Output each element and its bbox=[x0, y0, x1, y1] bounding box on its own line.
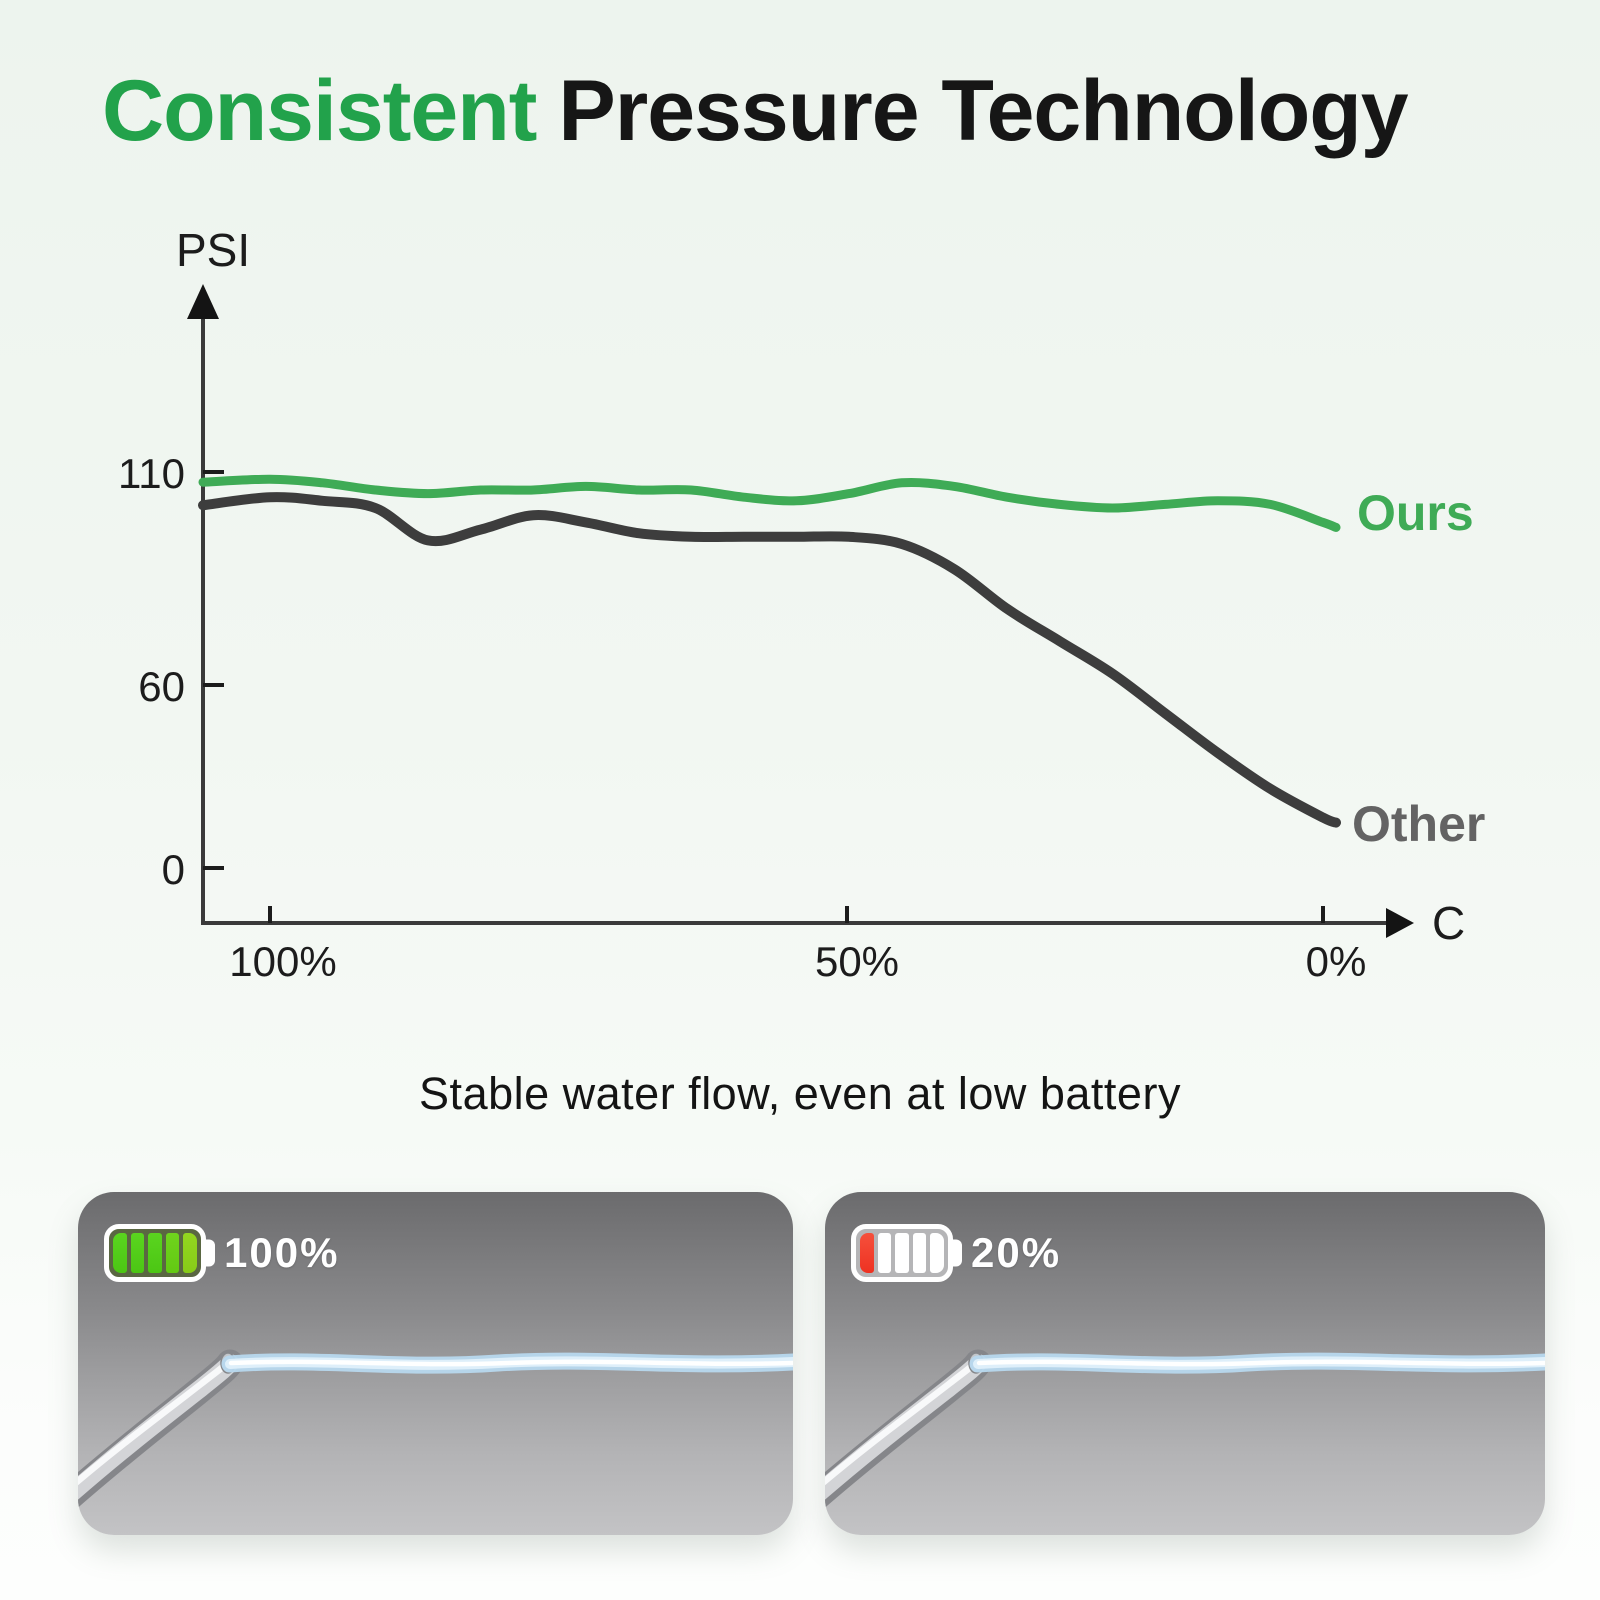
nozzle-tube-body bbox=[78, 1354, 239, 1500]
page-title: Consistent Pressure Technology bbox=[102, 62, 1409, 161]
pressure-line-chart: PSI C 110 60 0 100% 50% 0% Ours Other bbox=[118, 224, 1485, 985]
battery-cell bbox=[912, 1233, 927, 1273]
battery-percent-label: 20% bbox=[971, 1229, 1062, 1276]
battery-indicator-full: 100% bbox=[104, 1224, 339, 1282]
battery-cell bbox=[130, 1233, 145, 1273]
panel-low-battery: 20% bbox=[825, 1192, 1545, 1535]
title-rest: Pressure Technology bbox=[558, 63, 1408, 159]
battery-icon-low bbox=[851, 1224, 953, 1282]
x-tick-label-100: 100% bbox=[229, 938, 336, 985]
battery-cell bbox=[148, 1233, 162, 1273]
battery-cell bbox=[877, 1233, 892, 1273]
y-tick-label-110: 110 bbox=[118, 450, 185, 497]
y-tick-label-60: 60 bbox=[138, 663, 185, 710]
y-axis-title: PSI bbox=[176, 224, 250, 276]
battery-cell bbox=[895, 1233, 909, 1273]
title-highlight: Consistent bbox=[102, 63, 537, 159]
x-tick-label-0: 0% bbox=[1306, 938, 1367, 985]
x-axis-arrow-icon bbox=[1386, 908, 1414, 938]
x-tick-label-50: 50% bbox=[815, 938, 899, 985]
battery-icon-full bbox=[104, 1224, 206, 1282]
caption: Stable water flow, even at low battery bbox=[419, 1068, 1181, 1119]
nozzle-tube-highlight bbox=[78, 1357, 233, 1486]
battery-cell bbox=[113, 1233, 127, 1273]
y-axis-arrow-icon bbox=[187, 284, 219, 319]
battery-cell bbox=[860, 1233, 874, 1273]
water-jet-illustration bbox=[825, 1349, 1545, 1508]
water-jet-illustration bbox=[78, 1349, 793, 1508]
other-line bbox=[198, 492, 1341, 828]
nozzle-tube-body bbox=[825, 1354, 988, 1500]
water-jet-core bbox=[976, 1359, 1545, 1367]
legend-other: Other bbox=[1352, 796, 1485, 852]
battery-percent-label: 100% bbox=[224, 1229, 340, 1276]
water-jet-core bbox=[228, 1359, 793, 1367]
legend-ours: Ours bbox=[1357, 485, 1474, 541]
battery-indicator-low: 20% bbox=[851, 1224, 1061, 1282]
nozzle-tube-highlight bbox=[825, 1357, 981, 1486]
panel-full-battery: 100% bbox=[78, 1192, 793, 1535]
battery-cell bbox=[165, 1233, 180, 1273]
x-axis-title: C bbox=[1432, 897, 1465, 949]
battery-cell bbox=[183, 1233, 197, 1273]
ours-line bbox=[198, 474, 1341, 532]
battery-cell bbox=[930, 1233, 944, 1273]
y-tick-label-0: 0 bbox=[162, 846, 185, 893]
